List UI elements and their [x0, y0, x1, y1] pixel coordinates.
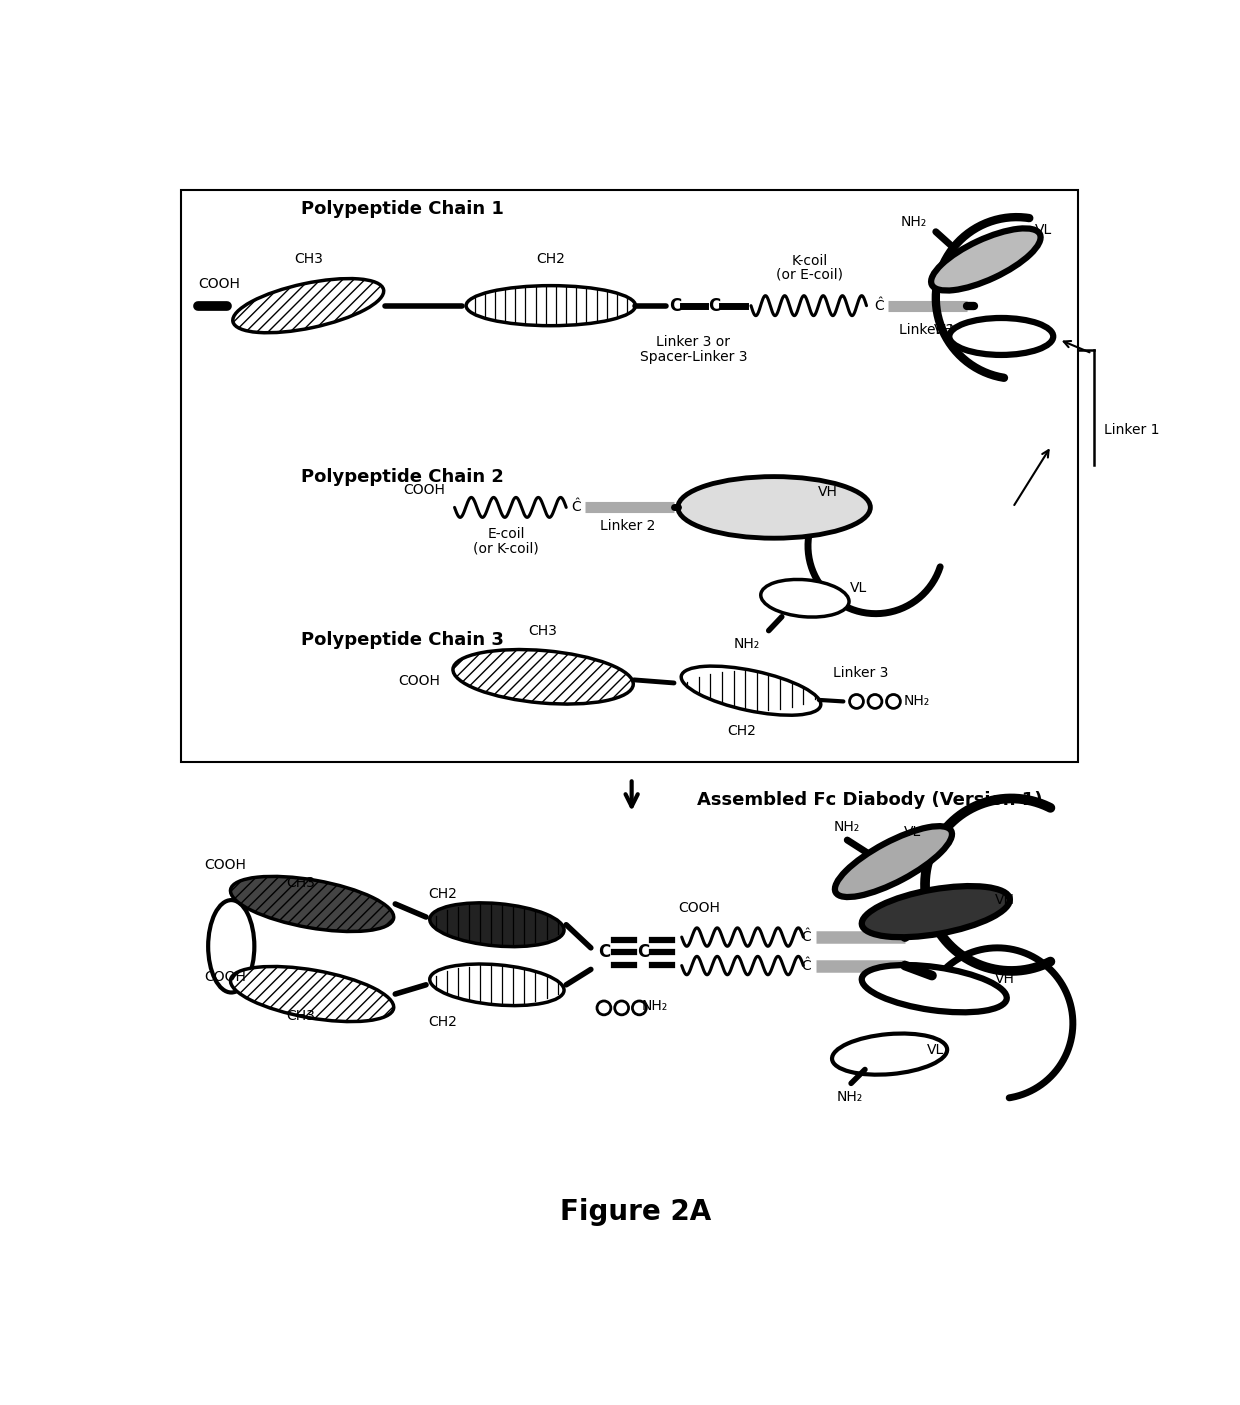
Ellipse shape	[678, 476, 870, 538]
Text: NH₂: NH₂	[837, 1090, 863, 1104]
Ellipse shape	[862, 887, 1009, 937]
Text: (or K-coil): (or K-coil)	[474, 541, 539, 555]
Text: COOH: COOH	[205, 969, 247, 984]
Text: VL: VL	[904, 825, 921, 839]
Text: VH: VH	[996, 894, 1016, 908]
Text: COOH: COOH	[398, 673, 440, 687]
Ellipse shape	[430, 964, 564, 1006]
Text: C: C	[670, 296, 682, 315]
Text: CH3: CH3	[286, 1009, 315, 1023]
Text: Linker 2: Linker 2	[899, 323, 955, 337]
Text: Ĉ: Ĉ	[874, 299, 884, 313]
Text: C: C	[599, 944, 611, 961]
Ellipse shape	[430, 903, 564, 947]
Text: CH2: CH2	[429, 887, 458, 901]
Text: CH3: CH3	[286, 877, 315, 891]
Circle shape	[596, 1000, 611, 1014]
Text: Assembled Fc Diabody (Version 1): Assembled Fc Diabody (Version 1)	[697, 791, 1043, 809]
Text: VL: VL	[851, 582, 868, 596]
Text: VL: VL	[928, 1044, 945, 1057]
Text: Ĉ: Ĉ	[572, 500, 582, 514]
Text: Ĉ: Ĉ	[801, 930, 811, 944]
Text: C: C	[637, 944, 650, 961]
Text: Linker 2: Linker 2	[600, 518, 656, 532]
Ellipse shape	[832, 1034, 947, 1075]
Ellipse shape	[862, 965, 1007, 1013]
Ellipse shape	[761, 579, 849, 617]
Text: Linker 1: Linker 1	[1104, 423, 1159, 437]
Text: CH2: CH2	[429, 1014, 458, 1028]
Circle shape	[615, 1000, 629, 1014]
Ellipse shape	[466, 285, 635, 326]
Text: NH₂: NH₂	[835, 821, 861, 835]
Circle shape	[868, 694, 882, 708]
Text: Polypeptide Chain 3: Polypeptide Chain 3	[300, 631, 503, 649]
Ellipse shape	[231, 877, 394, 932]
Text: COOH: COOH	[198, 277, 241, 291]
Text: Polypeptide Chain 2: Polypeptide Chain 2	[300, 468, 503, 486]
Circle shape	[887, 694, 900, 708]
Circle shape	[849, 694, 863, 708]
Text: Polypeptide Chain 1: Polypeptide Chain 1	[300, 200, 503, 218]
Text: NH₂: NH₂	[734, 638, 760, 652]
Text: Spacer-Linker 3: Spacer-Linker 3	[640, 350, 746, 364]
Text: CH3: CH3	[294, 253, 322, 267]
Text: C: C	[708, 296, 720, 315]
Ellipse shape	[231, 967, 394, 1021]
Text: NH₂: NH₂	[641, 999, 668, 1013]
Ellipse shape	[835, 826, 952, 896]
Text: E-coil: E-coil	[487, 527, 525, 541]
Ellipse shape	[233, 278, 383, 333]
Text: K-coil: K-coil	[791, 254, 827, 268]
Text: VH: VH	[934, 323, 954, 337]
Text: COOH: COOH	[403, 483, 445, 497]
Text: COOH: COOH	[678, 901, 719, 915]
Text: Linker 3: Linker 3	[832, 666, 888, 680]
Text: VH: VH	[818, 485, 838, 499]
Text: CH2: CH2	[728, 724, 756, 738]
Text: CH2: CH2	[537, 253, 565, 267]
Ellipse shape	[950, 318, 1053, 355]
Text: CH3: CH3	[528, 624, 558, 638]
Text: VL: VL	[1035, 223, 1053, 237]
Text: Ĉ: Ĉ	[801, 958, 811, 972]
Text: VH: VH	[996, 972, 1016, 986]
Text: NH₂: NH₂	[901, 215, 928, 229]
Circle shape	[632, 1000, 646, 1014]
Ellipse shape	[208, 901, 254, 992]
Text: (or E-coil): (or E-coil)	[776, 268, 843, 282]
Text: Figure 2A: Figure 2A	[560, 1198, 711, 1227]
Bar	[181, 190, 1079, 762]
Ellipse shape	[931, 229, 1040, 291]
Ellipse shape	[453, 649, 634, 704]
Text: Linker 3 or: Linker 3 or	[656, 334, 730, 348]
Text: NH₂: NH₂	[904, 694, 930, 708]
Text: COOH: COOH	[205, 858, 247, 873]
Ellipse shape	[681, 666, 821, 715]
